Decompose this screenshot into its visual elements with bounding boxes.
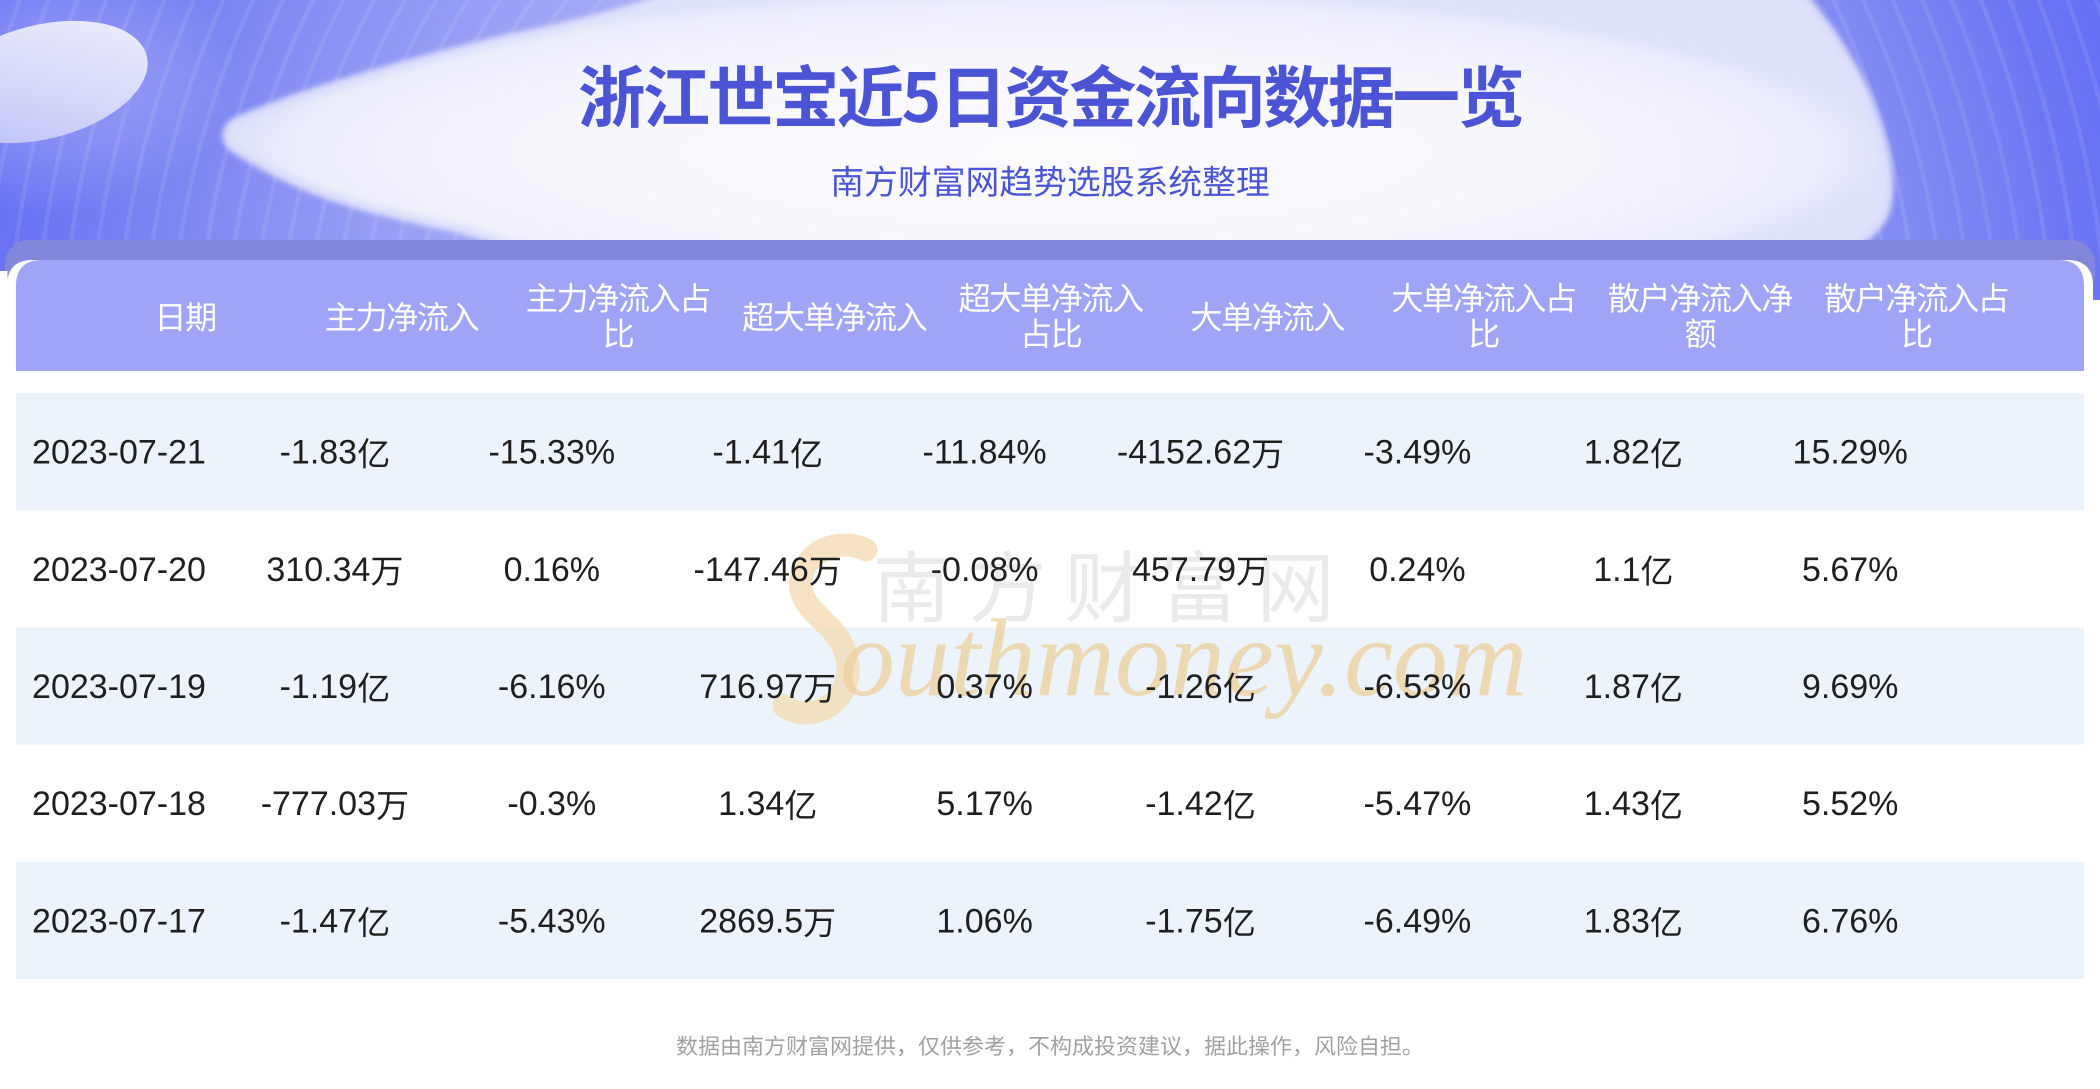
svg-text:-1.47: -1.47	[280, 902, 358, 940]
svg-text:-4152.62: -4152.62	[1117, 434, 1251, 472]
svg-text:310.34: 310.34	[266, 551, 370, 589]
svg-text:outhmoney.com: outhmoney.com	[840, 597, 1527, 719]
svg-text:5.17%: 5.17%	[936, 785, 1032, 823]
svg-text:716.97: 716.97	[699, 668, 803, 706]
svg-text:2023-07-19: 2023-07-19	[32, 668, 206, 706]
svg-text:-777.03: -777.03	[261, 785, 376, 823]
svg-text:2023-07-20: 2023-07-20	[32, 551, 206, 589]
svg-text:-1.42: -1.42	[1145, 785, 1223, 823]
svg-text:-11.84%: -11.84%	[923, 434, 1047, 472]
svg-text:2023-07-21: 2023-07-21	[32, 434, 206, 472]
svg-text:-1.41: -1.41	[712, 434, 790, 472]
svg-text:1.06%: 1.06%	[936, 902, 1032, 940]
svg-text:1.82: 1.82	[1584, 434, 1650, 472]
svg-text:6.76%: 6.76%	[1802, 902, 1898, 940]
svg-text:1.43: 1.43	[1584, 785, 1650, 823]
svg-text:2023-07-18: 2023-07-18	[32, 785, 206, 823]
svg-text:5.67%: 5.67%	[1802, 551, 1898, 589]
svg-text:1.83: 1.83	[1584, 902, 1650, 940]
svg-text:-6.16%: -6.16%	[498, 668, 606, 706]
svg-text:-5.47%: -5.47%	[1364, 785, 1472, 823]
svg-text:-147.46: -147.46	[694, 551, 809, 589]
svg-text:-6.53%: -6.53%	[1364, 668, 1472, 706]
svg-text:-1.19: -1.19	[280, 668, 358, 706]
svg-text:0.37%: 0.37%	[936, 668, 1032, 706]
svg-text:1.1: 1.1	[1593, 551, 1640, 589]
svg-text:-3.49%: -3.49%	[1364, 434, 1472, 472]
svg-text:2023-07-17: 2023-07-17	[32, 902, 206, 940]
svg-text:-15.33%: -15.33%	[488, 434, 615, 472]
svg-text:-0.3%: -0.3%	[507, 785, 596, 823]
svg-text:-6.49%: -6.49%	[1364, 902, 1472, 940]
svg-text:1.87: 1.87	[1584, 668, 1650, 706]
svg-text:457.79: 457.79	[1132, 551, 1236, 589]
svg-text:-5.43%: -5.43%	[498, 902, 606, 940]
svg-text:2869.5: 2869.5	[699, 902, 803, 940]
svg-text:5.52%: 5.52%	[1802, 785, 1898, 823]
svg-text:-1.75: -1.75	[1145, 902, 1223, 940]
svg-text:1.34: 1.34	[718, 785, 784, 823]
svg-text:0.24%: 0.24%	[1369, 551, 1465, 589]
svg-text:0.16%: 0.16%	[504, 551, 600, 589]
svg-text:15.29%: 15.29%	[1793, 434, 1908, 472]
svg-text:-0.08%: -0.08%	[931, 551, 1039, 589]
svg-text:9.69%: 9.69%	[1802, 668, 1898, 706]
svg-text:-1.83: -1.83	[280, 434, 358, 472]
svg-text:-1.26: -1.26	[1145, 668, 1223, 706]
